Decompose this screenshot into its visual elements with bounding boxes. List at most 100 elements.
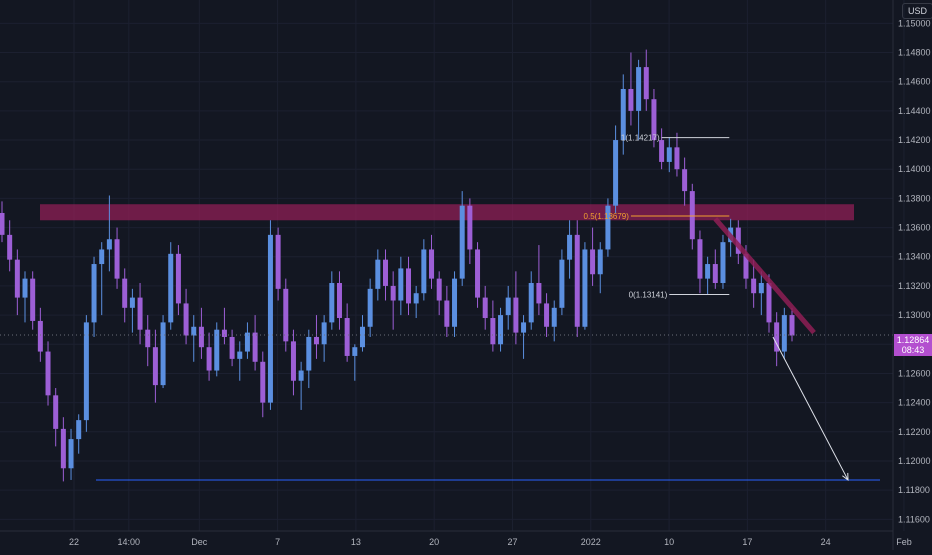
candle-body bbox=[590, 249, 596, 275]
candle-body bbox=[53, 395, 59, 429]
y-tick-label: 1.13400 bbox=[898, 252, 931, 262]
candle-body bbox=[444, 300, 450, 327]
candle-body bbox=[758, 283, 764, 294]
candle-body bbox=[344, 318, 350, 356]
candle-body bbox=[429, 249, 435, 279]
candle-body bbox=[229, 336, 235, 359]
y-tick-label: 1.14200 bbox=[898, 135, 931, 145]
current-price-badge: 1.12864 08:43 bbox=[894, 334, 932, 356]
candle-body bbox=[0, 212, 5, 235]
candle-body bbox=[628, 88, 634, 111]
candle-body bbox=[214, 329, 220, 371]
candle-body bbox=[329, 283, 335, 323]
y-tick-label: 1.14000 bbox=[898, 164, 931, 174]
candle-body bbox=[122, 278, 128, 308]
x-tick-label: 24 bbox=[821, 537, 831, 547]
candle-body bbox=[359, 326, 365, 348]
projection-arrow[interactable] bbox=[772, 336, 849, 481]
candle-body bbox=[459, 205, 465, 279]
candle-body bbox=[290, 341, 296, 381]
candle-body bbox=[421, 249, 427, 294]
x-tick-label: 22 bbox=[69, 537, 79, 547]
candle-body bbox=[91, 264, 97, 323]
candle-body bbox=[605, 205, 611, 250]
candle-body bbox=[237, 351, 243, 359]
candle-body bbox=[114, 239, 120, 279]
candle-body bbox=[781, 315, 787, 352]
candle-body bbox=[244, 332, 250, 352]
candle-body bbox=[306, 336, 312, 371]
candle-body bbox=[682, 169, 688, 192]
candle-body bbox=[536, 283, 542, 304]
candle-body bbox=[83, 322, 89, 421]
candle-body bbox=[398, 268, 404, 301]
candle-body bbox=[751, 278, 757, 294]
candle-body bbox=[436, 278, 442, 301]
x-tick-label: 10 bbox=[664, 537, 674, 547]
y-tick-label: 1.13600 bbox=[898, 223, 931, 233]
candle-body bbox=[183, 303, 189, 336]
candle-body bbox=[168, 253, 174, 323]
y-tick-label: 1.12600 bbox=[898, 368, 931, 378]
resistance-zone[interactable] bbox=[40, 204, 854, 221]
y-tick-label: 1.15000 bbox=[898, 18, 931, 28]
candle-body bbox=[697, 239, 703, 279]
candle-body bbox=[574, 234, 580, 327]
candle-body bbox=[528, 283, 534, 323]
candle-body bbox=[160, 322, 166, 386]
candle-body bbox=[76, 420, 82, 440]
candle-body bbox=[613, 140, 619, 206]
x-tick-label: 17 bbox=[742, 537, 752, 547]
candle-body bbox=[567, 234, 573, 260]
y-tick-label: 1.11800 bbox=[898, 485, 930, 495]
candle-body bbox=[390, 285, 396, 301]
fib-level-label: 0(1.13141) bbox=[629, 291, 668, 300]
candle-body bbox=[14, 259, 20, 298]
candle-body bbox=[129, 297, 135, 308]
descending-trendline[interactable] bbox=[713, 217, 816, 335]
candle-body bbox=[336, 283, 342, 319]
candle-body bbox=[720, 242, 726, 284]
candle-body bbox=[452, 278, 458, 327]
candle-body bbox=[490, 318, 496, 345]
candle-body bbox=[735, 227, 741, 254]
candle-body bbox=[705, 264, 711, 279]
y-tick-label: 1.12200 bbox=[898, 427, 931, 437]
candle-body bbox=[513, 297, 519, 333]
candle-body bbox=[106, 239, 112, 250]
y-tick-label: 1.14400 bbox=[898, 106, 931, 116]
candle-body bbox=[175, 253, 181, 304]
candle-body bbox=[37, 320, 43, 352]
candle-body bbox=[406, 268, 412, 304]
x-tick-label: 13 bbox=[351, 537, 361, 547]
x-tick-label: 14:00 bbox=[118, 537, 141, 547]
x-tick-label: 2022 bbox=[581, 537, 601, 547]
candle-body bbox=[643, 67, 649, 100]
candle-body bbox=[689, 191, 695, 240]
candle-body bbox=[712, 264, 718, 284]
y-tick-label: 1.13200 bbox=[898, 281, 931, 291]
y-tick-label: 1.14600 bbox=[898, 77, 931, 87]
candle-body bbox=[313, 336, 319, 345]
currency-label[interactable]: USD bbox=[902, 3, 932, 19]
candle-body bbox=[505, 297, 511, 316]
candle-body bbox=[367, 288, 373, 327]
fib-level-label: 0.5(1.13679) bbox=[584, 212, 630, 221]
candle-body bbox=[674, 147, 680, 170]
candle-body bbox=[321, 322, 327, 345]
current-price-value: 1.12864 bbox=[896, 335, 930, 345]
x-tick-label: 20 bbox=[429, 537, 439, 547]
candle-body bbox=[152, 347, 158, 386]
candle-body bbox=[99, 249, 105, 265]
candle-body bbox=[283, 288, 289, 342]
y-tick-label: 1.14800 bbox=[898, 48, 931, 58]
y-tick-label: 1.11600 bbox=[898, 514, 930, 524]
candle-body bbox=[482, 297, 488, 319]
candle-body bbox=[68, 439, 74, 469]
candle-body bbox=[22, 278, 28, 298]
candle-body bbox=[30, 278, 36, 321]
candle-body bbox=[774, 322, 780, 352]
candle-body bbox=[597, 249, 603, 275]
